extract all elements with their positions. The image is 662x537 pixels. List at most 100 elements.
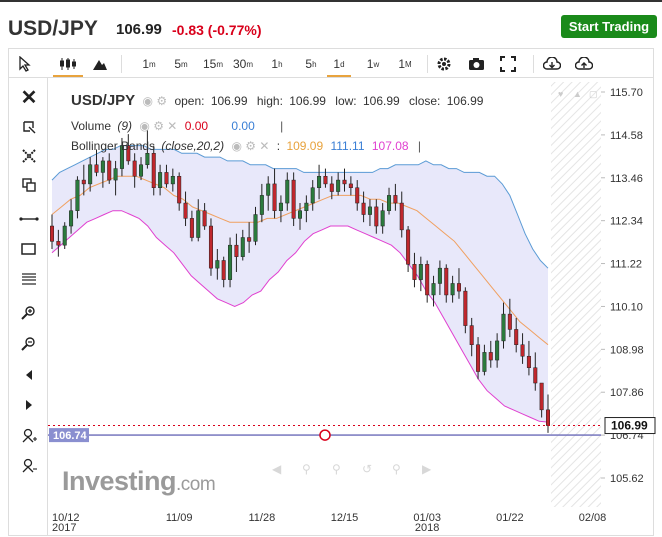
crosshair-handle[interactable] (319, 429, 331, 441)
trendline-icon[interactable] (15, 208, 43, 230)
ohlc-legend: USD/JPY ◉ ⚙ open: 106.99 high: 106.99 lo… (71, 92, 483, 109)
candle-body (393, 195, 398, 204)
chart-nav-icon[interactable]: ⚲ (332, 462, 341, 476)
candle-body (62, 225, 67, 246)
volume-value-2: 0.00 (231, 119, 255, 133)
settings-icon[interactable]: ◉ ⚙ ✕ (139, 119, 178, 133)
magnet-plus-icon[interactable] (15, 425, 43, 447)
bb-upper-value: 111.11 (330, 139, 365, 153)
chart-nav-icon[interactable]: ⚲ (302, 462, 311, 476)
y-tick-label: 113.46 (610, 173, 643, 185)
zoom-in-icon[interactable] (15, 302, 43, 324)
candle-body (431, 283, 436, 296)
candle-body (406, 229, 411, 265)
watermark-suffix: .com (176, 474, 216, 495)
bb-lower-value: 107.08 (371, 139, 409, 153)
x-tick-label: 11/09 (166, 512, 193, 524)
chart-corner-icon: ▲ (573, 89, 582, 99)
y-tick-label: 105.62 (610, 473, 644, 485)
chart-corner-icon: ♥ (558, 89, 563, 99)
scroll-left-icon[interactable] (15, 364, 43, 386)
chart-corner-icon: ▢ (589, 89, 598, 99)
cloud-download-icon[interactable] (541, 53, 563, 75)
candle-body (374, 206, 379, 227)
cloud-upload-icon[interactable] (573, 53, 595, 75)
volume-label: Volume (71, 119, 112, 133)
watermark-brand: Investing (62, 466, 177, 496)
candle-body (164, 172, 169, 185)
candle-body (208, 225, 213, 269)
volume-legend: Volume (9) ◉ ⚙ ✕ 0.00 0.00 | (71, 119, 284, 133)
camera-icon[interactable] (465, 53, 487, 75)
candle-body (107, 160, 112, 181)
bb-params: (close,20,2) (161, 139, 225, 153)
candle-body (482, 352, 487, 372)
crosshair-value-box (49, 428, 89, 443)
high-label: high: (256, 94, 283, 108)
candle-body (69, 210, 74, 227)
interval-15m[interactable]: 15 m (202, 57, 224, 71)
candle-body (304, 202, 309, 211)
candles-icon[interactable] (53, 53, 83, 77)
chart-nav-icon[interactable]: ↺ (362, 462, 372, 476)
candle-body (329, 183, 334, 192)
candle-body (126, 145, 131, 162)
candle-body (317, 175, 322, 188)
low-value: 106.99 (362, 94, 400, 108)
candle-body (259, 195, 264, 215)
x-tick-year: 2017 (52, 522, 76, 534)
zoom-out-icon[interactable] (15, 333, 43, 355)
candle-body (348, 183, 353, 188)
fibonacci-icon[interactable] (15, 268, 43, 290)
candle-body (94, 164, 99, 173)
candle-body (533, 367, 538, 384)
chart-nav-icon[interactable]: ▶ (422, 462, 432, 476)
candle-body (539, 382, 544, 411)
toolbar-divider (427, 55, 428, 73)
lower-band-line (51, 210, 549, 423)
eye-icon[interactable]: ◉ ⚙ (142, 94, 168, 108)
start-trading-button[interactable]: Start Trading (561, 15, 657, 38)
settings-icon[interactable]: ◉ ⚙ ✕ (231, 139, 270, 153)
gear-icon[interactable] (433, 53, 455, 75)
high-value: 106.99 (289, 94, 326, 108)
y-tick-label: 115.70 (610, 87, 643, 99)
candle-body (437, 267, 442, 284)
candle-body (221, 260, 226, 280)
drawing-tools-sidebar: ✕ (8, 78, 48, 536)
interval-30m[interactable]: 30 m (232, 57, 254, 71)
close-value: 106.99 (446, 94, 484, 108)
mountain-icon[interactable] (89, 53, 111, 75)
candle-body (310, 187, 315, 204)
bollinger-legend: Bollinger Bands (close,20,2) ◉ ⚙ ✕ : 109… (71, 139, 422, 153)
cursor-icon[interactable] (15, 53, 35, 75)
candle-body (501, 313, 506, 342)
y-tick-label: 111.22 (610, 259, 642, 271)
candle-body (81, 179, 86, 185)
candle-body (323, 175, 328, 185)
scroll-right-icon[interactable] (15, 394, 43, 416)
chart-nav-icon[interactable]: ⚲ (392, 462, 401, 476)
close-icon[interactable]: ✕ (20, 86, 38, 109)
fullscreen-icon[interactable] (497, 53, 519, 75)
chart-nav-icon[interactable]: ◀ (272, 462, 282, 476)
copy-icon[interactable] (15, 174, 43, 196)
eraser-icon[interactable] (15, 145, 43, 167)
x-tick-label: 11/28 (248, 512, 275, 524)
magnet-minus-icon[interactable] (15, 455, 43, 477)
candle-body (56, 241, 61, 246)
cursor-cross-icon[interactable] (15, 116, 43, 138)
rectangle-icon[interactable] (15, 238, 43, 260)
candle-body (450, 283, 455, 296)
candle-body (367, 206, 372, 215)
candle-body (380, 210, 385, 227)
candle-body (342, 179, 347, 185)
